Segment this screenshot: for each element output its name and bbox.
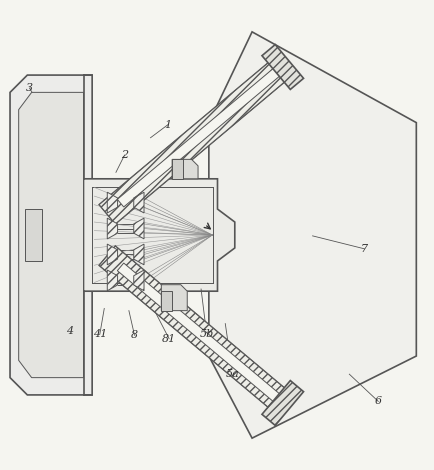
Text: 6: 6 bbox=[374, 396, 381, 407]
Polygon shape bbox=[261, 45, 303, 89]
Polygon shape bbox=[99, 55, 293, 224]
Text: 5a: 5a bbox=[225, 369, 239, 379]
Bar bbox=[25, 209, 43, 261]
Polygon shape bbox=[10, 75, 92, 395]
Polygon shape bbox=[161, 285, 187, 311]
Text: 3: 3 bbox=[26, 83, 33, 93]
Polygon shape bbox=[208, 32, 415, 438]
Text: 81: 81 bbox=[161, 334, 176, 344]
Polygon shape bbox=[107, 270, 117, 291]
Polygon shape bbox=[107, 218, 117, 239]
Polygon shape bbox=[117, 66, 282, 207]
Polygon shape bbox=[99, 55, 293, 224]
Polygon shape bbox=[19, 93, 83, 377]
Polygon shape bbox=[133, 192, 144, 213]
Polygon shape bbox=[107, 244, 117, 265]
Polygon shape bbox=[83, 179, 234, 291]
Polygon shape bbox=[133, 244, 144, 265]
Text: 8: 8 bbox=[131, 330, 138, 340]
Text: 5b: 5b bbox=[199, 329, 214, 339]
Bar bbox=[172, 159, 183, 179]
Text: 2: 2 bbox=[121, 150, 128, 160]
Text: 4: 4 bbox=[66, 326, 73, 336]
Bar bbox=[161, 291, 172, 311]
Polygon shape bbox=[133, 218, 144, 239]
Polygon shape bbox=[261, 381, 303, 425]
Text: 41: 41 bbox=[92, 329, 107, 338]
Text: 1: 1 bbox=[164, 120, 171, 130]
Polygon shape bbox=[133, 270, 144, 291]
Polygon shape bbox=[172, 159, 197, 179]
Polygon shape bbox=[117, 263, 282, 404]
Polygon shape bbox=[99, 246, 293, 415]
Polygon shape bbox=[107, 192, 117, 213]
Polygon shape bbox=[99, 246, 293, 415]
Text: 7: 7 bbox=[360, 244, 367, 254]
